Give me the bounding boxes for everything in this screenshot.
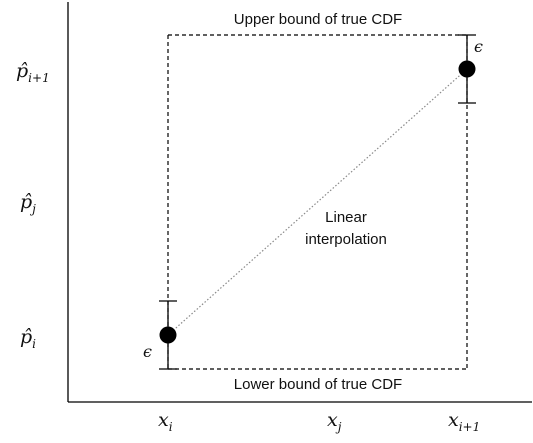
point-i-plus-1 <box>458 60 476 78</box>
x-label-x-i-plus-1: xi+1 <box>448 409 480 434</box>
interpolation-label-line1: Linear <box>325 209 367 226</box>
epsilon-label-upper: ϵ <box>474 37 483 56</box>
point-i <box>159 326 177 344</box>
y-label-p-j: p̂j <box>20 191 36 216</box>
y-label-p-i-plus-1: p̂i+1 <box>16 60 50 85</box>
upper-bound-label: Upper bound of true CDF <box>234 11 402 28</box>
interpolation-label-line2: interpolation <box>305 231 387 248</box>
x-label-x-i: xi <box>158 409 173 434</box>
x-label-x-j: xj <box>327 409 342 434</box>
linear-interpolation-line <box>167 68 468 336</box>
epsilon-label-lower: ϵ <box>143 342 152 361</box>
y-label-p-i: p̂i <box>20 326 36 351</box>
lower-bound-label: Lower bound of true CDF <box>234 376 402 393</box>
